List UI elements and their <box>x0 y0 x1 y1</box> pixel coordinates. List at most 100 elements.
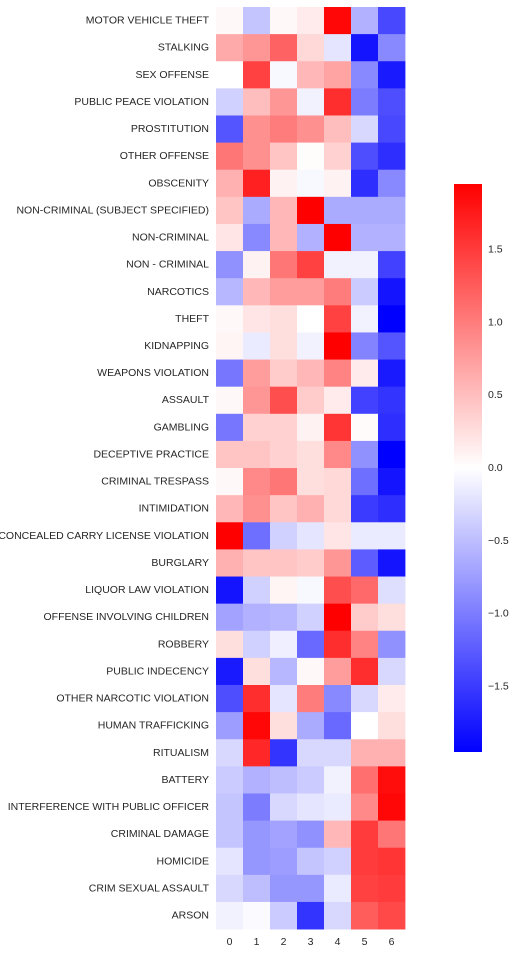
y-tick-label: KIDNAPPING <box>144 340 209 352</box>
heatmap-cell-other-narcotic-violation-col-6 <box>378 685 406 713</box>
heatmap-cell-narcotics-col-2 <box>270 278 298 306</box>
heatmap-cell-interference-with-public-officer-col-3 <box>297 793 325 821</box>
heatmap-cell-crim-sexual-assault-col-1 <box>243 874 271 903</box>
heatmap-cell-assault-col-2 <box>270 386 298 415</box>
x-tick-label: 0 <box>227 936 233 948</box>
heatmap-cell-obscenity-col-4 <box>324 169 352 198</box>
heatmap-cell-prostitution-col-2 <box>270 115 298 143</box>
heatmap-cell-motor-vehicle-theft-col-6 <box>378 7 406 35</box>
heatmap-cell-non-criminal-subject-specified-col-2 <box>270 196 298 225</box>
colorbar-tick-label: 0.5 <box>488 389 503 401</box>
heatmap-cell-burglary-col-0 <box>216 549 244 577</box>
y-tick-label: PUBLIC INDECENCY <box>106 665 209 677</box>
heatmap-cell-non-criminal-col-6 <box>378 251 406 279</box>
heatmap-cell-stalking-col-0 <box>216 34 244 62</box>
y-tick-label: LIQUOR LAW VIOLATION <box>85 584 209 596</box>
heatmap-cell-other-narcotic-violation-col-1 <box>243 685 271 713</box>
heatmap-cell-other-offense-col-6 <box>378 142 406 171</box>
heatmap-cell-intimidation-col-3 <box>297 495 325 523</box>
y-tick-label: HUMAN TRAFFICKING <box>98 720 209 732</box>
y-tick-label: OFFENSE INVOLVING CHILDREN <box>44 611 210 623</box>
heatmap-cell-robbery-col-0 <box>216 630 244 659</box>
x-tick-label: 6 <box>389 936 395 948</box>
heatmap-cell-offense-involving-children-col-2 <box>270 603 298 632</box>
heatmap-cell-assault-col-1 <box>243 386 271 415</box>
y-tick-label: CRIMINAL TRESPASS <box>101 476 209 488</box>
y-tick-label: NARCOTICS <box>147 286 209 298</box>
heatmap-cell-criminal-damage-col-1 <box>243 820 271 849</box>
heatmap-cell-interference-with-public-officer-col-6 <box>378 793 406 821</box>
heatmap-cell-stalking-col-4 <box>324 34 352 62</box>
heatmap-cell-arson-col-3 <box>297 901 325 930</box>
heatmap-cell-criminal-trespass-col-2 <box>270 468 298 496</box>
heatmap-cell-homicide-col-0 <box>216 847 244 876</box>
heatmap-cell-public-peace-violation-col-0 <box>216 88 244 116</box>
heatmap-cell-gambling-col-2 <box>270 413 298 442</box>
heatmap-cell-robbery-col-1 <box>243 630 271 659</box>
heatmap-cell-interference-with-public-officer-col-5 <box>351 793 379 821</box>
heatmap-cell-concealed-carry-license-violation-col-6 <box>378 522 406 550</box>
heatmap-cell-non-criminal-col-3 <box>297 251 325 279</box>
y-tick-label: OTHER NARCOTIC VIOLATION <box>56 693 209 705</box>
heatmap-cell-narcotics-col-0 <box>216 278 244 306</box>
heatmap-cell-stalking-col-6 <box>378 34 406 62</box>
y-tick-label: CONCEALED CARRY LICENSE VIOLATION <box>0 530 209 542</box>
heatmap-cell-other-narcotic-violation-col-5 <box>351 685 379 713</box>
heatmap-cell-offense-involving-children-col-5 <box>351 603 379 632</box>
heatmap-cell-deceptive-practice-col-2 <box>270 440 298 469</box>
y-tick-labels: MOTOR VEHICLE THEFT STALKING SEX OFFENSE PU… <box>0 15 210 922</box>
heatmap-cell-criminal-trespass-col-5 <box>351 468 379 496</box>
heatmap-cell-ritualism-col-2 <box>270 739 298 767</box>
heatmap-cell-robbery-col-2 <box>270 630 298 659</box>
heatmap-cell-offense-involving-children-col-3 <box>297 603 325 632</box>
y-tick-label: DECEPTIVE PRACTICE <box>93 448 209 460</box>
x-tick-label: 4 <box>335 936 341 948</box>
colorbar-tick-label: −1.0 <box>488 608 509 620</box>
y-tick-label: INTERFERENCE WITH PUBLIC OFFICER <box>8 801 210 813</box>
heatmap-cell-deceptive-practice-col-4 <box>324 440 352 469</box>
heatmap-cell-non-criminal-col-5 <box>351 223 379 252</box>
heatmap-cell-weapons-violation-col-2 <box>270 359 298 388</box>
heatmap-cell-public-indecency-col-1 <box>243 657 271 686</box>
heatmap-cell-arson-col-4 <box>324 901 352 930</box>
colorbar <box>454 184 482 752</box>
heatmap-cell-offense-involving-children-col-1 <box>243 603 271 632</box>
heatmap-cell-crim-sexual-assault-col-3 <box>297 874 325 903</box>
y-tick-label: ROBBERY <box>158 638 209 650</box>
heatmap-cells <box>216 7 406 930</box>
x-tick-label: 2 <box>281 936 287 948</box>
colorbar-tick-label: 1.5 <box>488 244 503 256</box>
heatmap-cell-gambling-col-1 <box>243 413 271 442</box>
heatmap-cell-burglary-col-6 <box>378 549 406 577</box>
y-tick-label: NON - CRIMINAL <box>126 259 209 271</box>
heatmap-cell-criminal-damage-col-5 <box>351 820 379 849</box>
heatmap-cell-human-trafficking-col-4 <box>324 712 352 740</box>
heatmap-cell-obscenity-col-1 <box>243 169 271 198</box>
heatmap-cell-other-narcotic-violation-col-0 <box>216 685 244 713</box>
heatmap-cell-concealed-carry-license-violation-col-3 <box>297 522 325 550</box>
heatmap-cell-robbery-col-6 <box>378 630 406 659</box>
heatmap-cell-battery-col-2 <box>270 766 298 794</box>
colorbar-tick-label: −1.5 <box>488 680 509 692</box>
heatmap-cell-liquor-law-violation-col-5 <box>351 576 379 605</box>
heatmap-cell-narcotics-col-5 <box>351 278 379 306</box>
heatmap-cell-human-trafficking-col-2 <box>270 712 298 740</box>
heatmap-cell-non-criminal-col-2 <box>270 251 298 279</box>
heatmap-cell-interference-with-public-officer-col-0 <box>216 793 244 821</box>
x-tick-label: 3 <box>308 936 314 948</box>
heatmap-cell-non-criminal-col-4 <box>324 251 352 279</box>
heatmap-cell-burglary-col-2 <box>270 549 298 577</box>
heatmap-cell-ritualism-col-4 <box>324 739 352 767</box>
heatmap-cell-ritualism-col-1 <box>243 739 271 767</box>
heatmap-cell-criminal-damage-col-0 <box>216 820 244 849</box>
heatmap-cell-other-narcotic-violation-col-4 <box>324 685 352 713</box>
heatmap-cell-non-criminal-col-2 <box>270 223 298 252</box>
heatmap-cell-other-narcotic-violation-col-2 <box>270 685 298 713</box>
y-tick-label: CRIMINAL DAMAGE <box>111 828 209 840</box>
y-tick-label: NON-CRIMINAL (SUBJECT SPECIFIED) <box>16 204 209 216</box>
heatmap-cell-other-offense-col-2 <box>270 142 298 171</box>
heatmap-cell-weapons-violation-col-1 <box>243 359 271 388</box>
heatmap-cell-public-indecency-col-4 <box>324 657 352 686</box>
heatmap-cell-stalking-col-3 <box>297 34 325 62</box>
